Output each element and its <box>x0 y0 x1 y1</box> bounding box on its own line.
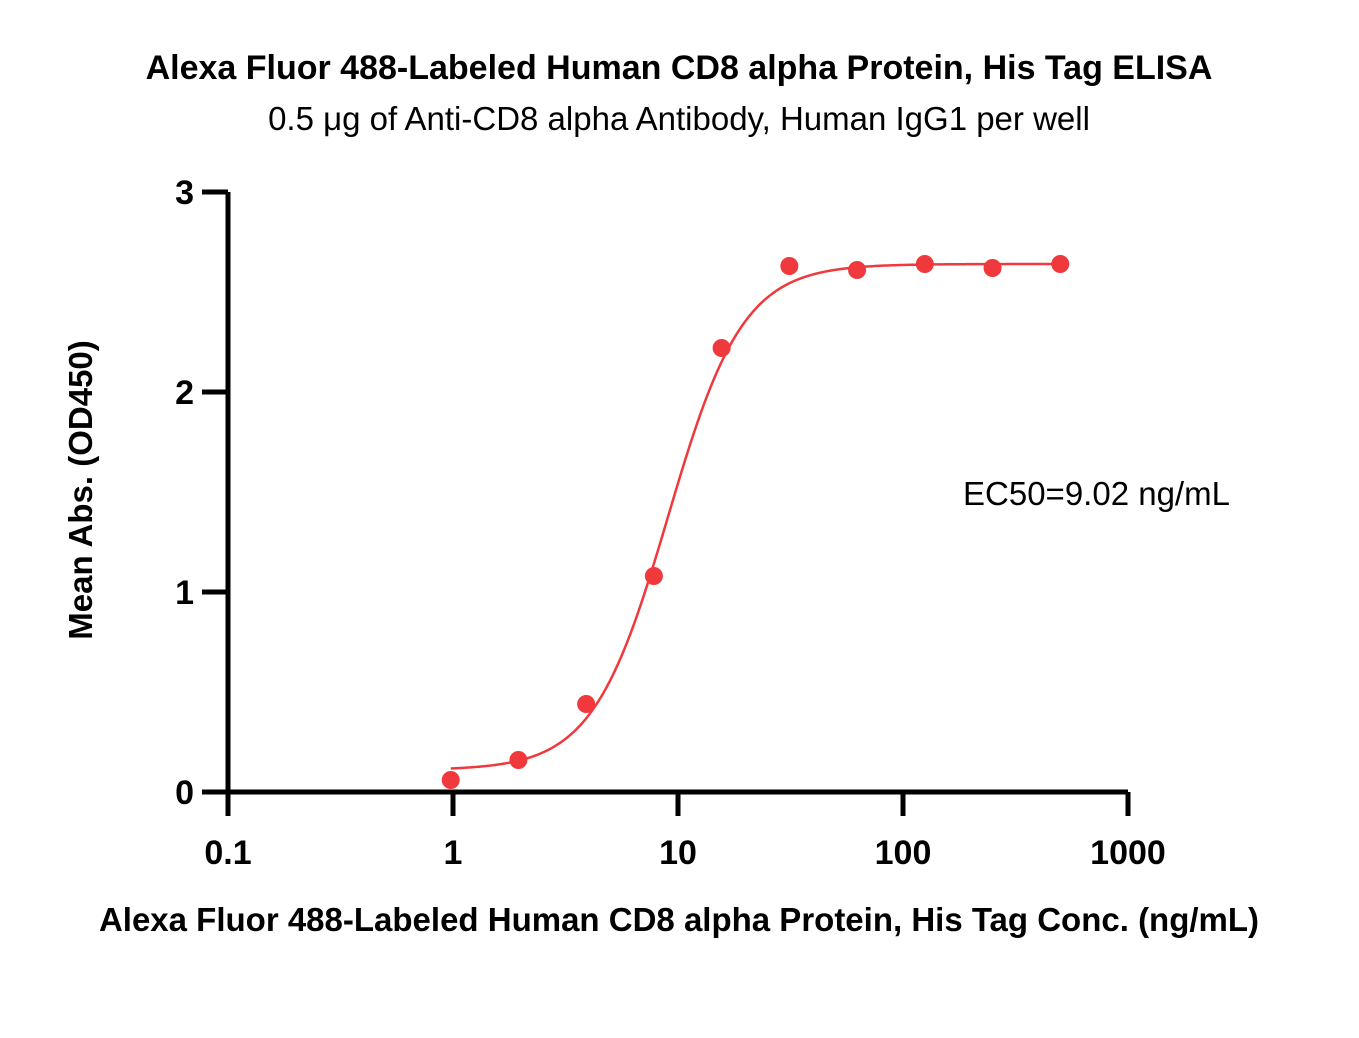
fit-curve <box>450 262 1061 770</box>
fit-curve-layer <box>450 262 1061 770</box>
data-point <box>644 567 663 585</box>
x-tick-label: 1000 <box>1090 834 1166 872</box>
y-axis-label: Mean Abs. (OD450) <box>62 340 99 640</box>
y-tick-label: 0 <box>175 774 194 812</box>
data-point <box>509 751 528 769</box>
x-tick-label: 10 <box>659 834 697 872</box>
y-tick-label: 3 <box>175 174 194 212</box>
data-point <box>915 255 934 273</box>
data-point <box>441 771 460 789</box>
y-tick-label: 2 <box>175 374 194 412</box>
data-points-layer <box>441 255 1070 789</box>
chart-title: Alexa Fluor 488-Labeled Human CD8 alpha … <box>146 49 1213 87</box>
y-tick-label: 1 <box>175 574 194 612</box>
data-point <box>712 339 731 357</box>
data-point <box>780 257 799 275</box>
x-tick-label: 0.1 <box>204 834 251 872</box>
data-point <box>848 261 867 279</box>
chart-subtitle: 0.5 μg of Anti-CD8 alpha Antibody, Human… <box>268 100 1090 137</box>
x-axis-label: Alexa Fluor 488-Labeled Human CD8 alpha … <box>99 901 1259 938</box>
data-point <box>983 259 1002 277</box>
data-point <box>577 695 596 713</box>
data-point <box>1051 255 1070 273</box>
x-tick-label: 100 <box>875 834 932 872</box>
axes: 0 1 2 3 0.1 1 10 100 1000 <box>175 174 1166 872</box>
x-tick-label: 1 <box>444 834 463 872</box>
ec50-annotation: EC50=9.02 ng/mL <box>963 475 1230 512</box>
